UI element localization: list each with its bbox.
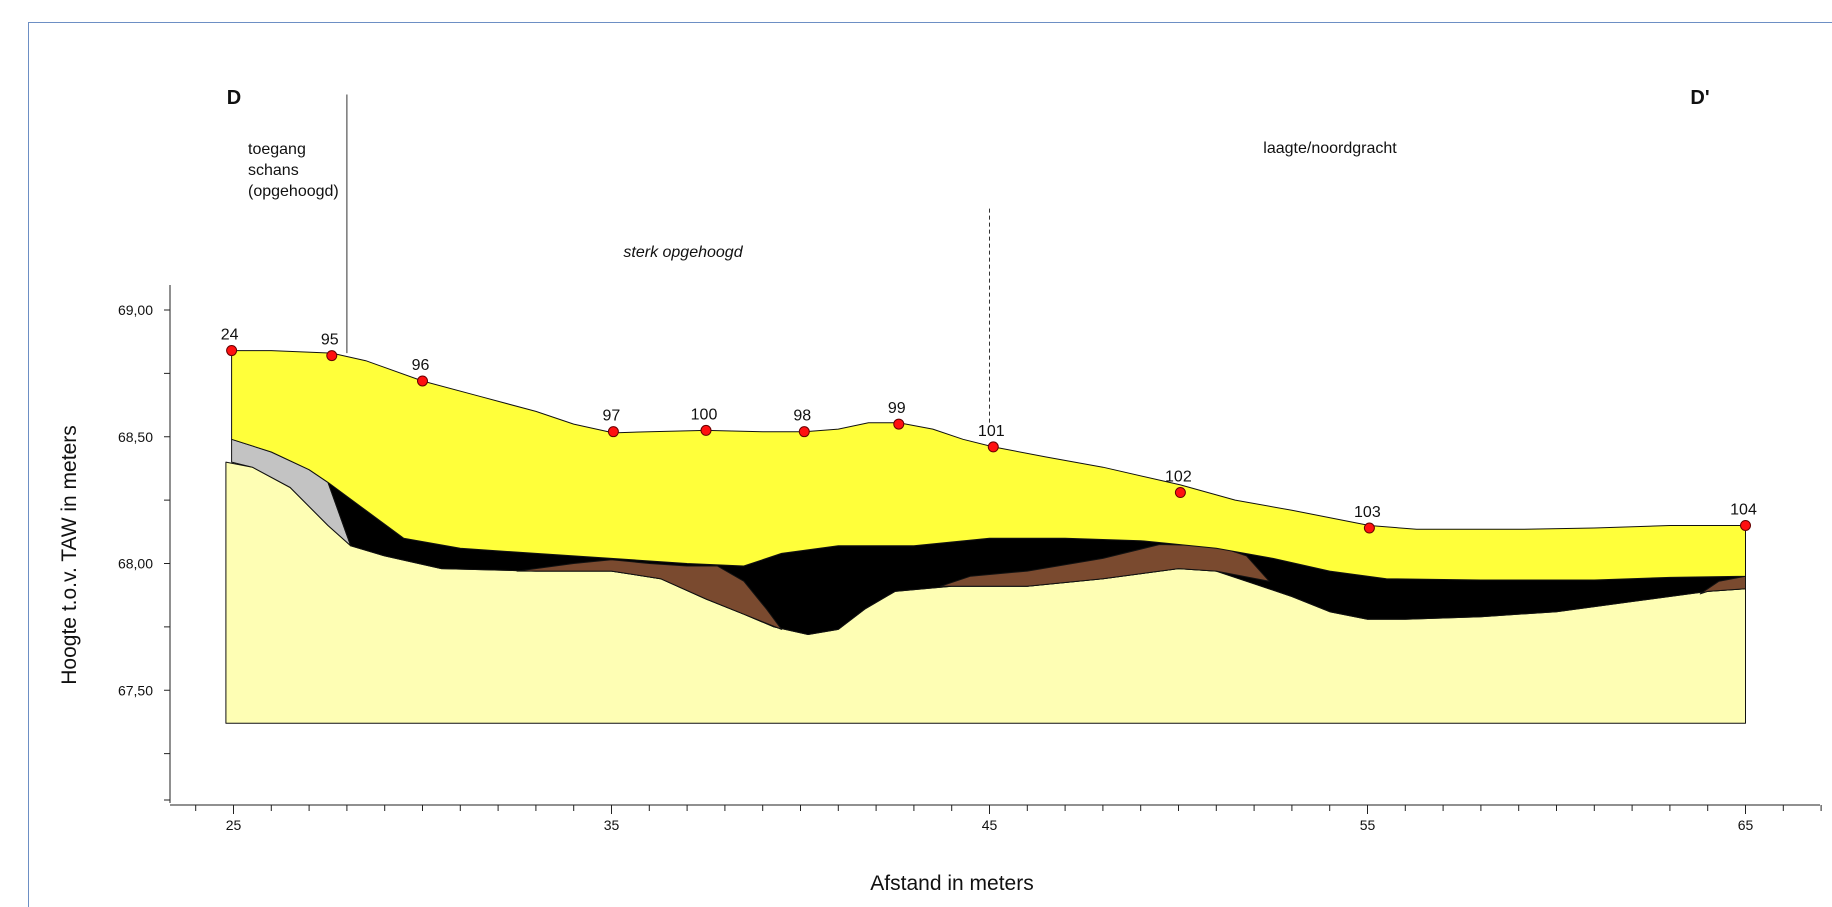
survey-point: [1174, 487, 1186, 499]
survey-point-label: 99: [888, 400, 906, 417]
zone1-label-line2: schans: [248, 162, 299, 179]
zone2-label: sterk opgehoogd: [623, 244, 743, 261]
axes: [169, 285, 1820, 806]
layer-brown2: [939, 544, 1270, 587]
survey-point: [417, 375, 428, 387]
x-tick-label: 45: [982, 817, 998, 833]
survey-point-label: 95: [321, 332, 339, 349]
survey-points: 24 95 96 97 100 98 99 101 102 103 104: [221, 327, 1757, 534]
survey-point: [798, 426, 810, 438]
y-tick-label: 68,00: [118, 556, 153, 572]
survey-point-label: 104: [1730, 501, 1757, 518]
y-axis-title: Hoogte t.o.v. TAW in meters: [58, 425, 81, 684]
y-tick-label: 68,50: [118, 429, 153, 445]
survey-point: [326, 350, 338, 362]
section-end-label: D': [1690, 87, 1709, 109]
x-axis-title: Afstand in meters: [870, 872, 1033, 895]
survey-point-label: 102: [1165, 469, 1192, 486]
x-tick-label: 25: [226, 817, 242, 833]
survey-point-label: 100: [691, 406, 718, 423]
zone3-label: laagte/noordgracht: [1263, 140, 1397, 157]
survey-point-label: 24: [221, 327, 239, 344]
survey-point: [226, 345, 238, 357]
layer-brown1: [516, 559, 783, 630]
survey-point: [987, 441, 999, 453]
survey-point-label: 103: [1354, 504, 1381, 521]
x-tick-label: 55: [1360, 817, 1376, 833]
tick-marks: 25 35 45 55 65 67,50 68,00 68,50 69,00: [118, 302, 1822, 833]
survey-point-label: 96: [412, 357, 430, 374]
zone1-label-line1: toegang: [248, 141, 306, 158]
chart-frame: [28, 22, 1832, 907]
x-tick-label: 35: [604, 817, 620, 833]
survey-point-label: 98: [793, 408, 811, 425]
survey-point-label: 101: [978, 423, 1005, 440]
section-start-label: D: [227, 87, 241, 109]
y-tick-label: 69,00: [118, 302, 153, 318]
survey-point-label: 97: [602, 408, 620, 425]
x-tick-label: 65: [1738, 817, 1754, 833]
survey-point: [700, 424, 712, 436]
survey-point: [1363, 522, 1375, 534]
zone-dividers: [346, 94, 990, 425]
zone1-label-line3: (opgehoogd): [248, 183, 339, 200]
survey-point: [607, 426, 619, 438]
survey-point: [1740, 519, 1751, 531]
survey-point: [893, 418, 905, 430]
soil-layers: [225, 350, 1746, 724]
y-tick-label: 67,50: [118, 682, 153, 698]
layer-brown3: [1699, 575, 1746, 595]
layer-fill: [231, 350, 1746, 581]
